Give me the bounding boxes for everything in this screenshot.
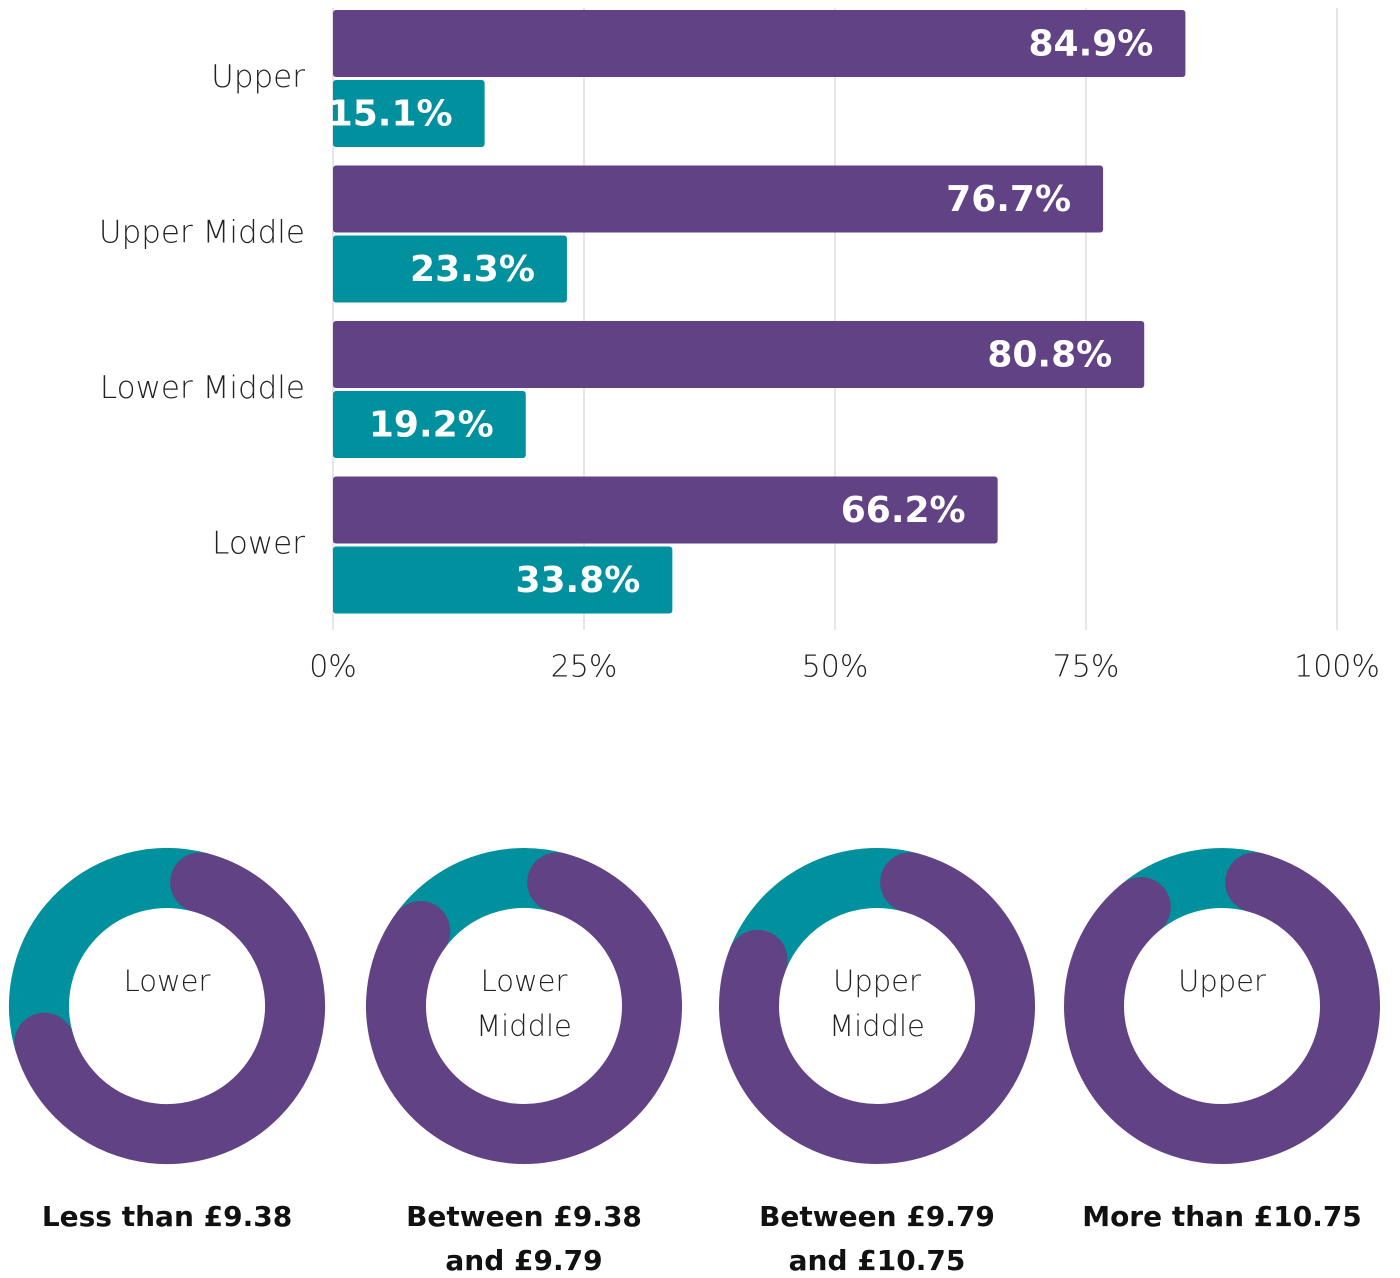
donut-caption: and £9.79 bbox=[445, 1244, 602, 1277]
value-label: 15.1% bbox=[328, 94, 453, 135]
donut-segment bbox=[9, 848, 208, 1052]
x-tick-label: 25% bbox=[551, 650, 618, 685]
x-tick-label: 0% bbox=[309, 650, 357, 685]
value-label: 19.2% bbox=[369, 405, 494, 446]
donut-segment bbox=[1064, 852, 1380, 1164]
x-tick-label: 100% bbox=[1294, 650, 1380, 685]
bar bbox=[333, 546, 673, 614]
x-tick-label: 75% bbox=[1053, 650, 1120, 685]
donut-label: Upper bbox=[833, 964, 921, 998]
x-tick-label: 50% bbox=[802, 650, 869, 685]
bar bbox=[333, 80, 485, 147]
donut-caption: and £10.75 bbox=[789, 1244, 966, 1277]
bar bbox=[333, 476, 998, 544]
donut-label: Middle bbox=[476, 1009, 572, 1043]
category-label: Upper bbox=[211, 59, 305, 95]
category-label: Lower Middle bbox=[100, 370, 305, 406]
donut-segment bbox=[366, 852, 682, 1164]
donut-segment bbox=[719, 852, 1035, 1164]
donut-label: Lower bbox=[124, 964, 211, 998]
donut-caption: More than £10.75 bbox=[1082, 1200, 1362, 1233]
bar bbox=[333, 10, 1186, 77]
category-label: Upper Middle bbox=[99, 215, 305, 251]
value-label: 76.7% bbox=[946, 179, 1071, 220]
value-label: 84.9% bbox=[1028, 24, 1153, 65]
donut-caption: Between £9.79 bbox=[759, 1200, 995, 1233]
donut-segment bbox=[14, 852, 325, 1164]
category-label: Lower bbox=[212, 526, 305, 562]
donut-caption: Less than £9.38 bbox=[42, 1200, 292, 1233]
bar bbox=[333, 235, 567, 303]
donut-label: Upper bbox=[1178, 964, 1266, 998]
bar bbox=[333, 165, 1104, 233]
bar bbox=[333, 391, 526, 458]
value-label: 33.8% bbox=[515, 560, 640, 601]
donut-label: Middle bbox=[829, 1009, 925, 1043]
value-label: 23.3% bbox=[410, 249, 535, 290]
bar bbox=[333, 321, 1145, 388]
donut-label: Lower bbox=[481, 964, 568, 998]
value-label: 80.8% bbox=[987, 335, 1112, 376]
value-label: 66.2% bbox=[841, 490, 966, 531]
donut-caption: Between £9.38 bbox=[406, 1200, 642, 1233]
